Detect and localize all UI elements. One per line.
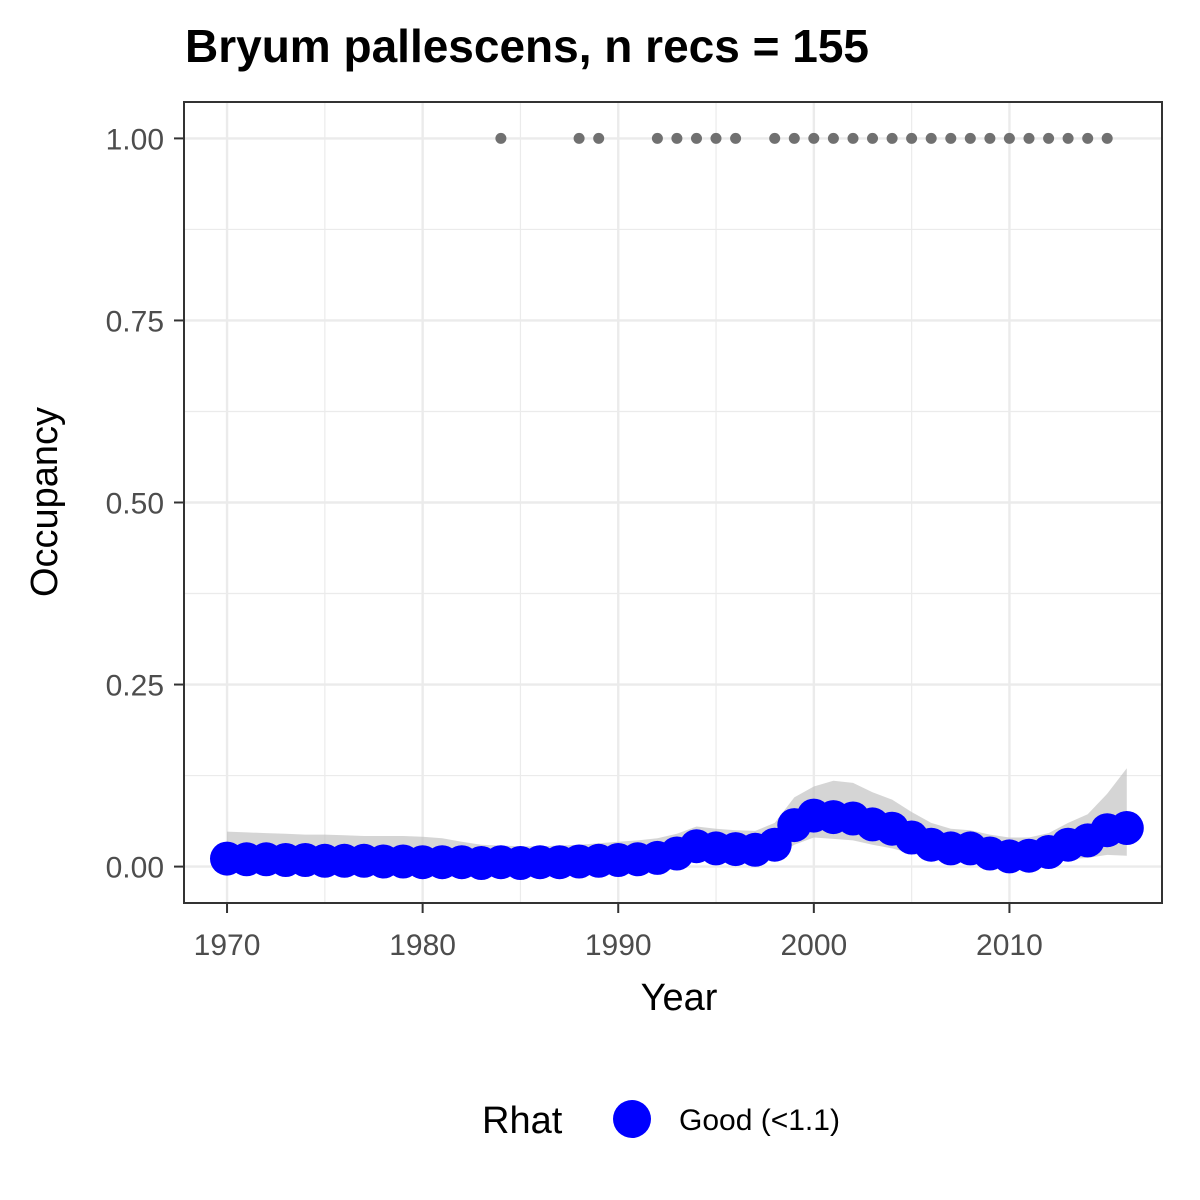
x-tick-label: 2010: [976, 929, 1043, 962]
legend-label-good: Good (<1.1): [679, 1104, 840, 1137]
record-point: [808, 132, 820, 144]
y-tick-label: 0.75: [106, 305, 164, 338]
x-axis-title: Year: [641, 977, 718, 1019]
y-tick-label: 0.50: [106, 488, 164, 521]
record-point: [691, 132, 702, 144]
record-point: [886, 132, 898, 144]
record-point: [495, 132, 507, 144]
record-point: [769, 132, 781, 144]
y-tick-label: 0.00: [106, 852, 164, 885]
record-point: [1023, 132, 1035, 144]
x-tick-label: 1990: [585, 929, 652, 962]
occupancy-point: [1109, 811, 1144, 845]
y-tick-label: 0.25: [106, 670, 164, 703]
x-tick-label: 2000: [780, 929, 847, 962]
legend-key-marker: [613, 1100, 651, 1138]
record-point: [847, 132, 859, 144]
record-point: [945, 132, 957, 144]
record-point: [906, 132, 918, 144]
chart-title: Bryum pallescens, n recs = 155: [185, 20, 869, 72]
x-axis: 1970 1980 1990 2000 2010: [194, 903, 1043, 962]
record-point: [827, 132, 839, 144]
record-point: [788, 132, 800, 144]
x-tick-label: 1970: [194, 929, 261, 962]
record-point: [730, 132, 742, 144]
record-point: [1082, 132, 1094, 144]
record-point: [710, 132, 722, 144]
record-point: [573, 132, 585, 144]
record-point: [1101, 132, 1113, 144]
y-axis: 0.00 0.25 0.50 0.75 1.00: [106, 123, 184, 885]
grid: [184, 102, 1162, 903]
y-tick-label: 1.00: [106, 123, 164, 156]
legend: Rhat Good (<1.1): [482, 1100, 840, 1142]
record-point: [1062, 132, 1074, 144]
y-axis-title: Occupancy: [24, 407, 66, 597]
x-tick-label: 1980: [389, 929, 456, 962]
record-point: [925, 132, 937, 144]
legend-title: Rhat: [482, 1100, 563, 1142]
record-point: [867, 132, 878, 144]
record-point: [1003, 132, 1015, 144]
record-point: [1043, 132, 1055, 144]
record-point: [651, 132, 663, 144]
record-point: [671, 132, 683, 144]
records-layer: [495, 132, 1113, 144]
record-point: [984, 132, 996, 144]
record-point: [964, 132, 976, 144]
points-layer: [210, 798, 1144, 880]
record-point: [593, 132, 605, 144]
